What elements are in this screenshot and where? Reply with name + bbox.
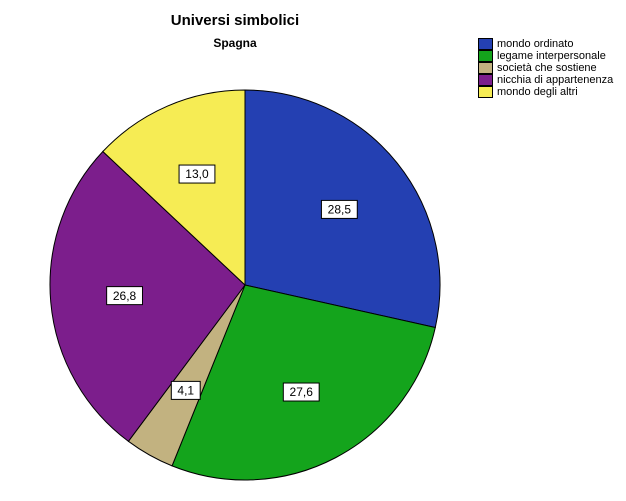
slice-value-label: 28,5	[328, 203, 352, 217]
legend-item: legame interpersonale	[478, 50, 613, 62]
legend-item: mondo degli altri	[478, 86, 613, 98]
legend-item: società che sostiene	[478, 62, 613, 74]
legend-label: legame interpersonale	[497, 50, 606, 62]
legend-label: nicchia di appartenenza	[497, 74, 613, 86]
legend-swatch	[478, 50, 493, 62]
legend-swatch	[478, 62, 493, 74]
chart-container: Universi simbolici Spagna 28,527,64,126,…	[0, 0, 626, 501]
legend-swatch	[478, 38, 493, 50]
legend-swatch	[478, 86, 493, 98]
legend-label: mondo ordinato	[497, 38, 573, 50]
legend-swatch	[478, 74, 493, 86]
legend-label: società che sostiene	[497, 62, 597, 74]
legend: mondo ordinatolegame interpersonalesocie…	[478, 38, 613, 98]
legend-label: mondo degli altri	[497, 86, 578, 98]
slice-value-label: 4,1	[177, 384, 194, 398]
slice-value-label: 27,6	[290, 385, 314, 399]
legend-item: nicchia di appartenenza	[478, 74, 613, 86]
slice-value-label: 13,0	[185, 167, 209, 181]
legend-item: mondo ordinato	[478, 38, 613, 50]
slice-value-label: 26,8	[113, 289, 137, 303]
